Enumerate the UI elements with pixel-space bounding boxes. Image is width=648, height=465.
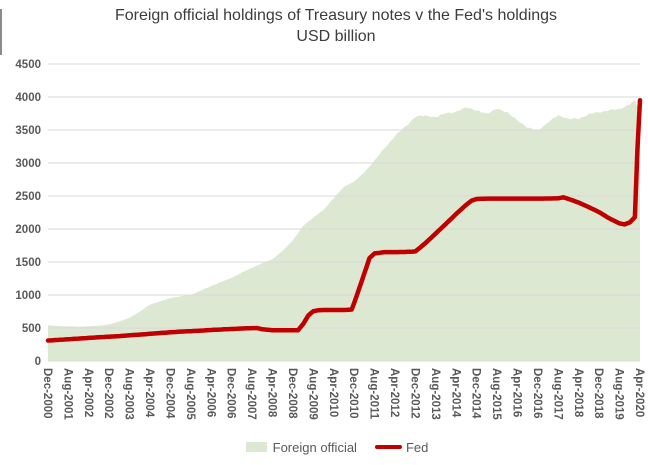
y-tick-label: 500 [22, 323, 41, 335]
x-tick-label: Aug-2013 [429, 368, 441, 420]
foreign-official-area-series [48, 100, 640, 361]
y-tick-label: 4000 [15, 92, 41, 104]
x-tick-label: Dec-2016 [531, 368, 543, 419]
x-tick-label: Apr-2012 [388, 368, 400, 417]
fed-line-series [45, 98, 643, 343]
x-tick-label: Aug-2001 [61, 368, 73, 420]
x-tick-label: Dec-2006 [225, 368, 237, 419]
legend-label-foreign-official: Foreign official [272, 439, 357, 455]
x-tick-label: Apr-2006 [204, 368, 216, 417]
legend-label-fed: Fed [405, 439, 429, 455]
x-tick-label: Apr-2004 [143, 368, 155, 418]
x-tick-label: Apr-2016 [511, 368, 523, 417]
x-tick-label: Aug-2007 [245, 368, 257, 420]
y-tick-label: 1000 [15, 290, 41, 302]
y-tick-label: 1500 [15, 257, 41, 269]
y-tick-label: 4500 [15, 59, 41, 71]
chart-title-line1: Foreign official holdings of Treasury no… [114, 7, 558, 24]
y-tick-label: 3500 [15, 125, 41, 137]
x-tick-label: Apr-2002 [82, 368, 94, 417]
x-tick-label: Apr-2020 [633, 368, 645, 417]
foreign-official-area-swatch [245, 442, 267, 452]
x-tick-label: Aug-2019 [613, 368, 625, 420]
x-tick-label: Apr-2010 [327, 368, 339, 417]
x-tick-label: Aug-2005 [184, 368, 196, 420]
x-tick-label: Aug-2011 [368, 368, 380, 420]
chart-title: Foreign official holdings of Treasury no… [26, 5, 646, 47]
x-tick-label: Apr-2014 [449, 368, 461, 418]
x-tick-label: Apr-2008 [266, 368, 278, 418]
y-tick-label: 2500 [15, 191, 41, 203]
x-tick-label: Apr-2018 [572, 368, 584, 418]
x-tick-label: Dec-2012 [408, 368, 420, 419]
x-tick-label: Dec-2014 [470, 368, 482, 419]
screen-edge-artifact [0, 9, 2, 55]
x-tick-label: Dec-2004 [164, 368, 176, 419]
y-tick-label: 3000 [15, 158, 41, 170]
x-tick-label: Dec-2008 [286, 368, 298, 419]
x-tick-label: Dec-2000 [41, 368, 53, 419]
x-tick-label: Dec-2010 [347, 368, 359, 419]
x-tick-label: Aug-2009 [306, 368, 318, 420]
x-tick-label: Dec-2018 [592, 368, 604, 419]
legend: Foreign official Fed [26, 436, 648, 458]
x-tick-label: Aug-2003 [123, 368, 135, 420]
legend-item-fed: Fed [374, 439, 429, 455]
x-tick-label: Aug-2017 [551, 368, 563, 420]
y-tick-label: 2000 [15, 224, 41, 236]
x-tick-label: Aug-2015 [490, 368, 502, 420]
x-tick-label: Dec-2002 [102, 368, 114, 419]
legend-item-foreign-official: Foreign official [245, 439, 357, 455]
fed-line-swatch [374, 445, 402, 449]
y-tick-label: 0 [35, 356, 41, 368]
chart-subtitle: USD billion [296, 28, 376, 45]
